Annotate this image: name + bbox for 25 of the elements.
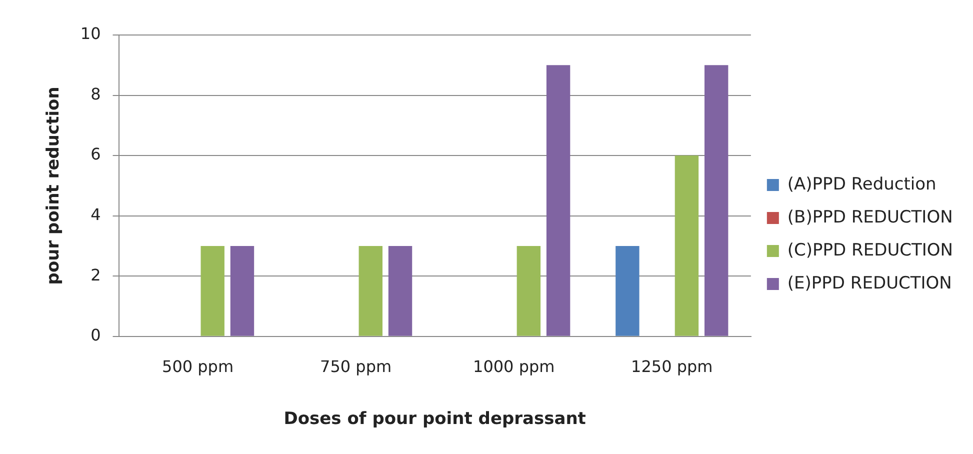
x-tick-label: 500 ppm: [162, 357, 234, 376]
y-tick-label: 4: [90, 204, 101, 224]
bar: [200, 246, 224, 336]
bar: [546, 65, 570, 336]
bar: [516, 246, 541, 336]
legend-label: (C)PPD REDUCTION: [787, 240, 954, 260]
y-tick-label: 2: [90, 265, 101, 284]
bar: [704, 65, 728, 336]
y-tick-label: 8: [90, 84, 101, 104]
bar: [358, 246, 382, 336]
bar: [674, 156, 699, 336]
x-tick-label: 1000 ppm: [473, 357, 555, 376]
legend-label: (E)PPD REDUCTION: [787, 273, 952, 294]
x-tick-label: 1250 ppm: [631, 357, 713, 376]
y-tick-label: 10: [80, 24, 101, 44]
legend-label: (A)PPD Reduction: [787, 174, 936, 194]
y-axis-title: pour point reduction: [44, 86, 64, 285]
legend-label: (B)PPD REDUCTION: [787, 207, 953, 228]
x-tick-label: 750 ppm: [320, 357, 392, 376]
bar: [616, 246, 640, 336]
y-tick-label: 6: [90, 144, 101, 164]
bar: [230, 246, 254, 336]
y-tick-label: 0: [90, 326, 101, 345]
bar: [388, 246, 412, 336]
x-axis-title: Doses of pour point deprassant: [284, 409, 586, 430]
